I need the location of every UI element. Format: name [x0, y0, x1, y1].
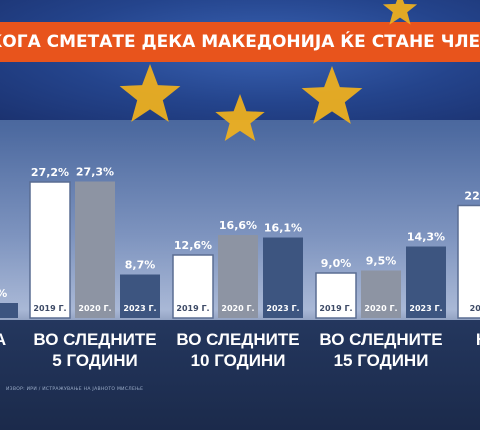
category-label: 5 ГОДИНИ	[52, 351, 137, 370]
series-label: 2019 Г.	[319, 304, 352, 313]
data-label: 8,7%	[125, 259, 156, 272]
bar	[75, 181, 115, 318]
series-label: 2020 Г.	[364, 304, 397, 313]
series-label: 2019 Г.	[33, 304, 66, 313]
data-label: 9,5%	[366, 255, 397, 268]
bar	[315, 272, 357, 319]
eu-star-icon	[215, 94, 265, 141]
category-label: 10 ГОДИНИ	[191, 351, 286, 370]
category-label: ВО СЛЕДНИТЕ	[319, 330, 442, 349]
data-label: 14,3%	[407, 231, 445, 244]
category-label: ВО СЛЕДНИТЕ	[176, 330, 299, 349]
data-label: 2%	[0, 287, 7, 300]
bar	[263, 237, 303, 318]
title-banner: С КОГА СМЕТАТЕ ДЕКА МАКЕДОНИЈА ЌЕ СТАНЕ …	[0, 22, 480, 62]
data-label: 27,3%	[76, 166, 114, 179]
bar	[0, 303, 18, 318]
bar	[29, 181, 71, 319]
bar	[406, 246, 446, 318]
bar	[457, 204, 480, 319]
category-label: А	[0, 330, 6, 349]
data-label: 9,0%	[321, 257, 352, 270]
bar	[172, 254, 214, 319]
bar	[218, 235, 258, 318]
bottom-band	[0, 320, 480, 430]
category-label: Н	[476, 330, 480, 349]
series-label: 2020 Г.	[221, 304, 254, 313]
eu-star-icon	[119, 64, 181, 122]
bar	[361, 270, 401, 318]
data-label: 22,5	[464, 190, 480, 203]
series-label: 2023 Г.	[266, 304, 299, 313]
series-label: 2023 Г.	[409, 304, 442, 313]
data-label: 27,2%	[31, 166, 69, 179]
series-label: 2020 Г.	[78, 304, 111, 313]
eu-star-icon	[301, 66, 363, 124]
page-title: С КОГА СМЕТАТЕ ДЕКА МАКЕДОНИЈА ЌЕ СТАНЕ …	[0, 32, 480, 52]
data-label: 12,6%	[174, 239, 212, 252]
category-label: 15 ГОДИНИ	[334, 351, 429, 370]
series-label: 2023 Г.	[123, 304, 156, 313]
series-label: 201	[470, 304, 480, 313]
bar	[120, 274, 160, 318]
source-note: ИЗВОР: ИРИ / ИСТРАЖУВАЊЕ НА ЈАВНОТО МИСЛ…	[6, 387, 144, 392]
data-label: 16,6%	[219, 219, 257, 232]
series-label: 2019 Г.	[176, 304, 209, 313]
data-label: 16,1%	[264, 222, 302, 235]
category-label: ВО СЛЕДНИТЕ	[33, 330, 156, 349]
eu-star-icon	[382, 0, 418, 25]
